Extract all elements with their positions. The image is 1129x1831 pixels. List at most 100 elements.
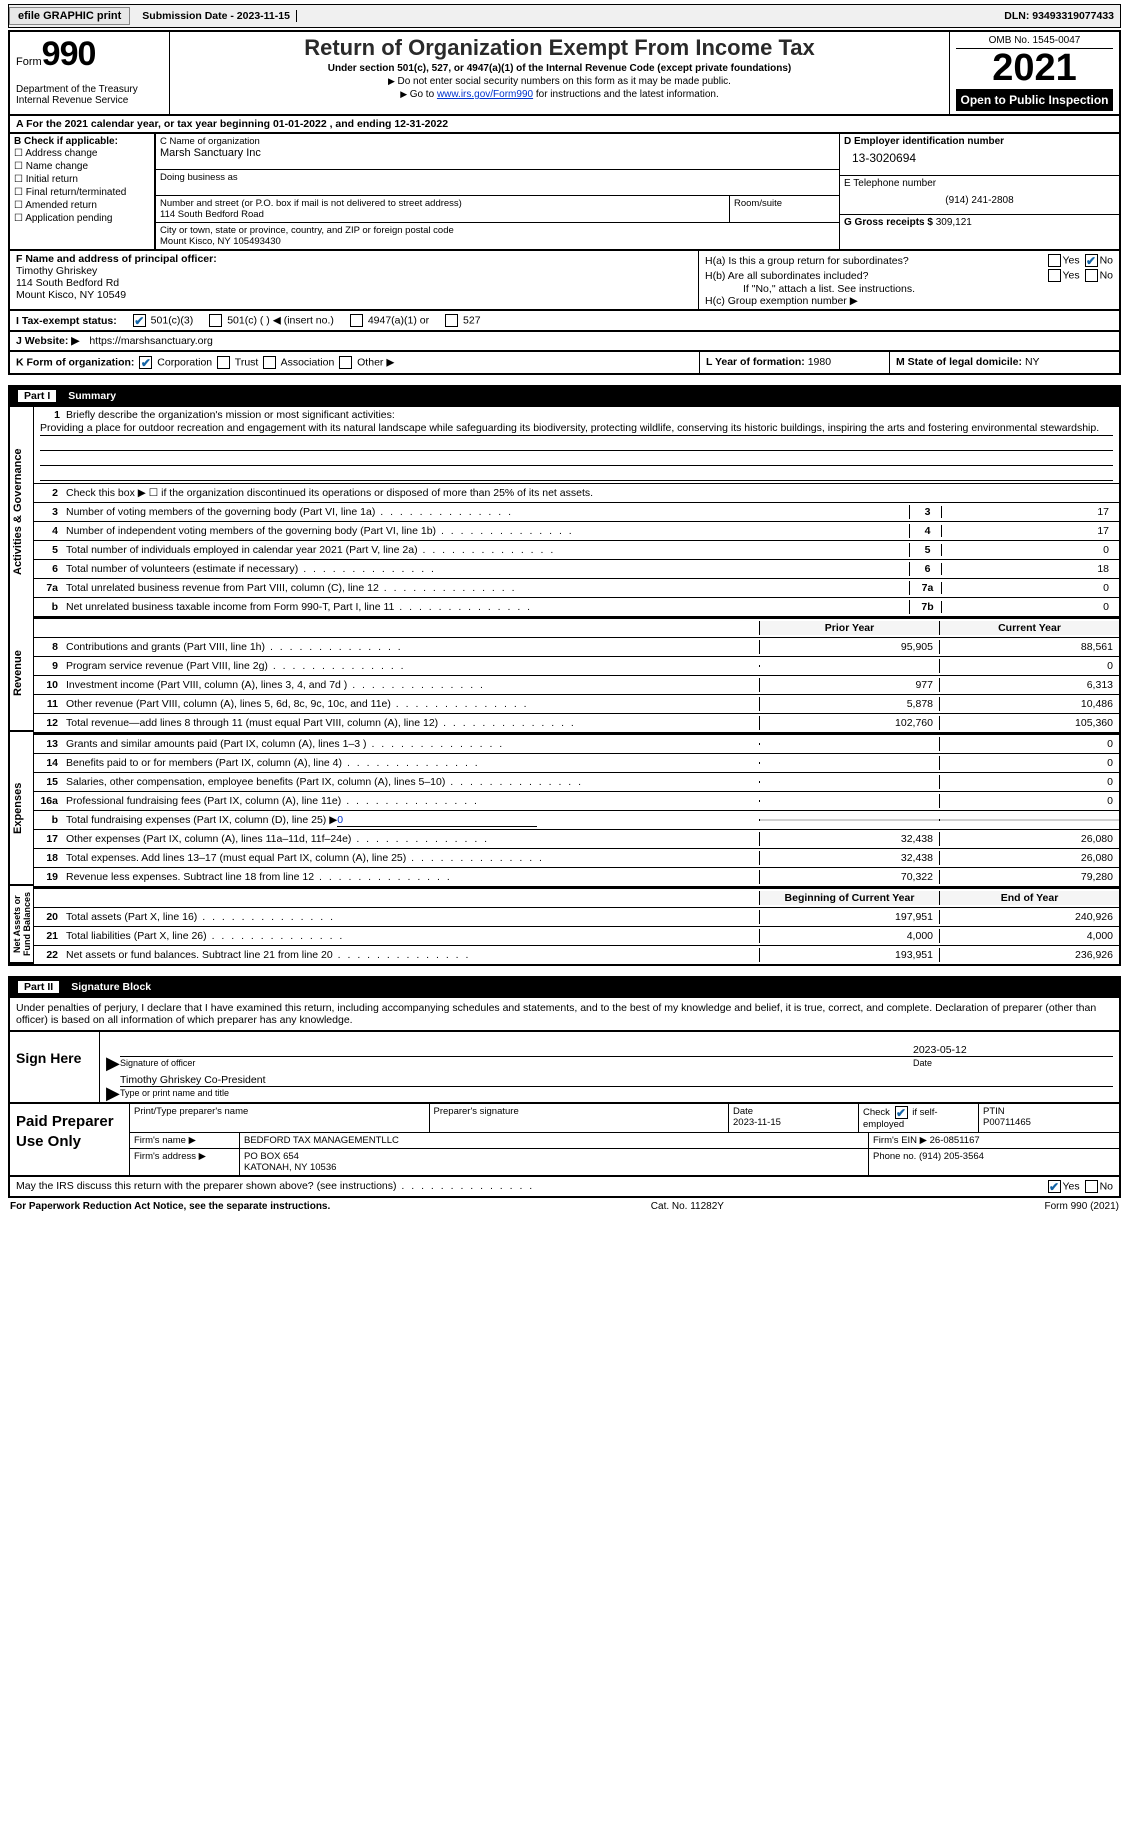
line-14: Benefits paid to or for members (Part IX… [62,756,759,770]
line-19: Revenue less expenses. Subtract line 18 … [62,870,759,884]
gross-receipts: G Gross receipts $ 309,121 [840,215,1119,230]
firm-phone: (914) 205-3564 [919,1151,984,1162]
form-header: Form990 Department of the Treasury Inter… [8,30,1121,116]
line-21: Total liabilities (Part X, line 26) [62,929,759,943]
line-20: Total assets (Part X, line 16) [62,910,759,924]
state-domicile: NY [1025,356,1040,368]
chk-self-employed[interactable] [895,1106,908,1119]
line-9: Program service revenue (Part VIII, line… [62,659,759,673]
py-22: 193,951 [759,948,939,962]
dba-box: Doing business as [155,170,839,196]
py-17: 32,438 [759,832,939,846]
row-k: K Form of organization: Corporation Trus… [8,352,1121,375]
chk-app-pending[interactable]: Application pending [14,212,150,225]
discuss-no[interactable] [1085,1180,1098,1193]
firm-addr2: KATONAH, NY 10536 [244,1162,336,1173]
year-formation: 1980 [808,356,831,368]
ptin: P00711465 [983,1117,1031,1128]
val-7a: 0 [942,582,1115,594]
chk-501c3[interactable] [133,314,146,327]
chk-assoc[interactable] [263,356,276,369]
line-7a: Total unrelated business revenue from Pa… [62,581,909,595]
line-22: Net assets or fund balances. Subtract li… [62,948,759,962]
line-6: Total number of volunteers (estimate if … [62,562,909,576]
street-address: 114 South Bedford Road [160,209,725,220]
py-15 [759,781,939,783]
line-15: Salaries, other compensation, employee b… [62,775,759,789]
cy-17: 26,080 [939,832,1119,846]
submission-date: Submission Date - 2023-11-15 [136,10,297,22]
py-21: 4,000 [759,929,939,943]
hb-yes[interactable] [1048,269,1061,282]
note-ssn: Do not enter social security numbers on … [176,76,943,87]
b-label: B Check if applicable: [14,136,150,147]
chk-other[interactable] [339,356,352,369]
py-11: 5,878 [759,697,939,711]
form-title: Return of Organization Exempt From Incom… [176,35,943,61]
chk-corp[interactable] [139,356,152,369]
dln: DLN: 93493319077433 [1004,10,1120,22]
val-5: 0 [942,544,1115,556]
website-url: https://marshsanctuary.org [89,335,213,347]
city-box: City or town, state or province, country… [155,223,839,249]
l1-label: Briefly describe the organization's miss… [66,409,395,421]
line-18: Total expenses. Add lines 13–17 (must eq… [62,851,759,865]
line-5: Total number of individuals employed in … [62,543,909,557]
row-i-tax-status: I Tax-exempt status: 501(c)(3) 501(c) ( … [8,311,1121,332]
ein-label: D Employer identification number [844,136,1115,147]
line-12: Total revenue—add lines 8 through 11 (mu… [62,716,759,730]
py-19: 70,322 [759,870,939,884]
tab-expenses: Expenses [10,732,34,886]
paid-preparer-block: Paid Preparer Use Only Print/Type prepar… [8,1104,1121,1177]
phone-label: E Telephone number [844,178,1115,189]
chk-name-change[interactable]: Name change [14,160,150,173]
firm-ein: 26-0851167 [930,1135,980,1146]
line-8: Contributions and grants (Part VIII, lin… [62,640,759,654]
city-state-zip: Mount Kisco, NY 105493430 [160,236,835,247]
org-name: Marsh Sanctuary Inc [160,147,835,159]
h-b-note: If "No," attach a list. See instructions… [705,283,1113,295]
prep-date: 2023-11-15 [733,1117,781,1128]
line-7b: Net unrelated business taxable income fr… [62,600,909,614]
chk-4947[interactable] [350,314,363,327]
may-discuss: May the IRS discuss this return with the… [8,1177,1121,1198]
chk-amended[interactable]: Amended return [14,199,150,212]
chk-initial-return[interactable]: Initial return [14,173,150,186]
val-3: 17 [942,506,1115,518]
hb-no[interactable] [1085,269,1098,282]
chk-final-return[interactable]: Final return/terminated [14,186,150,199]
py-16a [759,800,939,802]
cy-16a: 0 [939,794,1119,808]
cy-19: 79,280 [939,870,1119,884]
chk-527[interactable] [445,314,458,327]
py-8: 95,905 [759,640,939,654]
officer-sig-name: Timothy Ghriskey Co-President [120,1074,1113,1086]
officer-label: F Name and address of principal officer: [16,253,692,265]
signature-intro: Under penalties of perjury, I declare th… [8,998,1121,1032]
val-4: 17 [942,525,1115,537]
line-11: Other revenue (Part VIII, column (A), li… [62,697,759,711]
py-20: 197,951 [759,910,939,924]
discuss-yes[interactable] [1048,1180,1061,1193]
firm-addr1: PO BOX 654 [244,1151,299,1162]
chk-501c[interactable] [209,314,222,327]
tab-activities: Activities & Governance [10,407,34,616]
ha-yes[interactable] [1048,254,1061,267]
line-3: Number of voting members of the governin… [62,505,909,519]
sign-here-block: Sign Here ▶ Signature of officer 2023-05… [8,1032,1121,1104]
efile-button[interactable]: efile GRAPHIC print [9,7,130,25]
chk-address-change[interactable]: Address change [14,147,150,160]
cy-8: 88,561 [939,640,1119,654]
firm-name: BEDFORD TAX MANAGEMENTLLC [240,1133,869,1148]
cy-14: 0 [939,756,1119,770]
cy-15: 0 [939,775,1119,789]
py-14 [759,762,939,764]
irs-link[interactable]: www.irs.gov/Form990 [437,89,533,100]
public-inspection: Open to Public Inspection [956,89,1113,111]
ha-no[interactable] [1085,254,1098,267]
line-4: Number of independent voting members of … [62,524,909,538]
chk-trust[interactable] [217,356,230,369]
cy-18: 26,080 [939,851,1119,865]
py-18: 32,438 [759,851,939,865]
py-13 [759,743,939,745]
